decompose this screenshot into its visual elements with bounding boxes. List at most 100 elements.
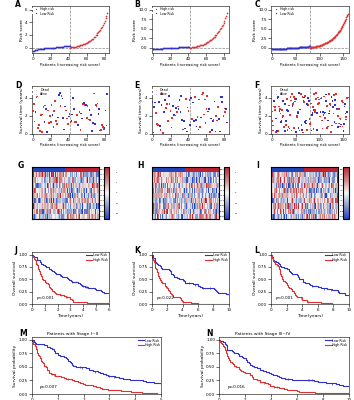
Point [205,93,210,100]
Point [215,30,220,37]
Point [287,45,292,51]
Point [86,38,92,44]
Point [299,94,305,100]
Point [344,109,350,116]
Point [291,94,297,100]
Text: G: G [17,161,23,170]
Point [273,46,279,52]
Point [58,44,63,50]
Point [292,96,298,102]
Point [323,98,329,104]
Point [321,41,326,48]
Point [331,92,337,98]
Point [301,99,307,105]
Point [269,46,275,53]
Point [31,48,36,54]
Point [193,44,199,50]
Text: K: K [135,246,141,255]
Point [44,45,49,51]
Point [49,102,55,108]
Point [322,110,328,116]
Point [332,102,338,108]
Point [101,126,107,132]
Point [180,126,186,133]
Point [66,114,72,120]
Point [84,40,90,46]
Point [95,30,100,36]
Point [332,119,337,126]
Point [335,113,341,119]
Point [296,44,302,51]
Point [81,100,87,106]
Point [97,127,103,134]
Text: p=0.007: p=0.007 [40,385,57,389]
Point [286,124,291,130]
Point [331,34,336,41]
Point [275,95,280,101]
Point [272,46,278,52]
Point [314,127,320,133]
Point [224,119,230,126]
Point [278,46,284,52]
Point [212,33,217,40]
Point [325,38,331,45]
Point [329,122,335,129]
Point [169,45,174,51]
Point [315,43,320,49]
Point [170,45,175,51]
Point [79,42,84,48]
Point [81,41,87,47]
Point [95,100,100,107]
Point [343,116,349,123]
Point [277,46,282,52]
Point [339,98,344,104]
Point [178,44,184,50]
Point [184,128,189,134]
Point [206,38,212,44]
Point [86,38,91,45]
Point [154,121,160,127]
Point [296,125,302,131]
Point [298,106,303,113]
Point [289,91,295,97]
Point [62,43,68,50]
Point [96,111,101,117]
Point [317,100,322,106]
Point [294,114,299,120]
Point [96,28,102,34]
Point [286,102,292,109]
Point [163,45,169,52]
Point [301,98,306,104]
Point [337,27,343,33]
Point [310,104,316,110]
Y-axis label: Overall survival: Overall survival [133,261,137,295]
Point [336,120,342,127]
Point [285,45,291,52]
Point [171,45,177,51]
Point [277,106,283,112]
Point [302,44,308,50]
Point [34,47,40,53]
Point [210,118,216,124]
Point [70,44,76,50]
Point [92,34,98,40]
Point [221,20,226,26]
Point [92,121,98,127]
Text: A: A [15,0,21,9]
Point [318,42,324,48]
Point [153,110,159,116]
Point [160,45,165,52]
Point [326,90,331,97]
Point [305,43,311,50]
Point [183,96,189,102]
Point [205,39,210,45]
Point [312,91,317,97]
Point [162,97,168,103]
Point [342,18,348,24]
Point [34,47,39,53]
Point [310,110,315,116]
Point [59,93,64,100]
Point [299,122,304,128]
Point [169,124,174,131]
Point [308,120,313,126]
